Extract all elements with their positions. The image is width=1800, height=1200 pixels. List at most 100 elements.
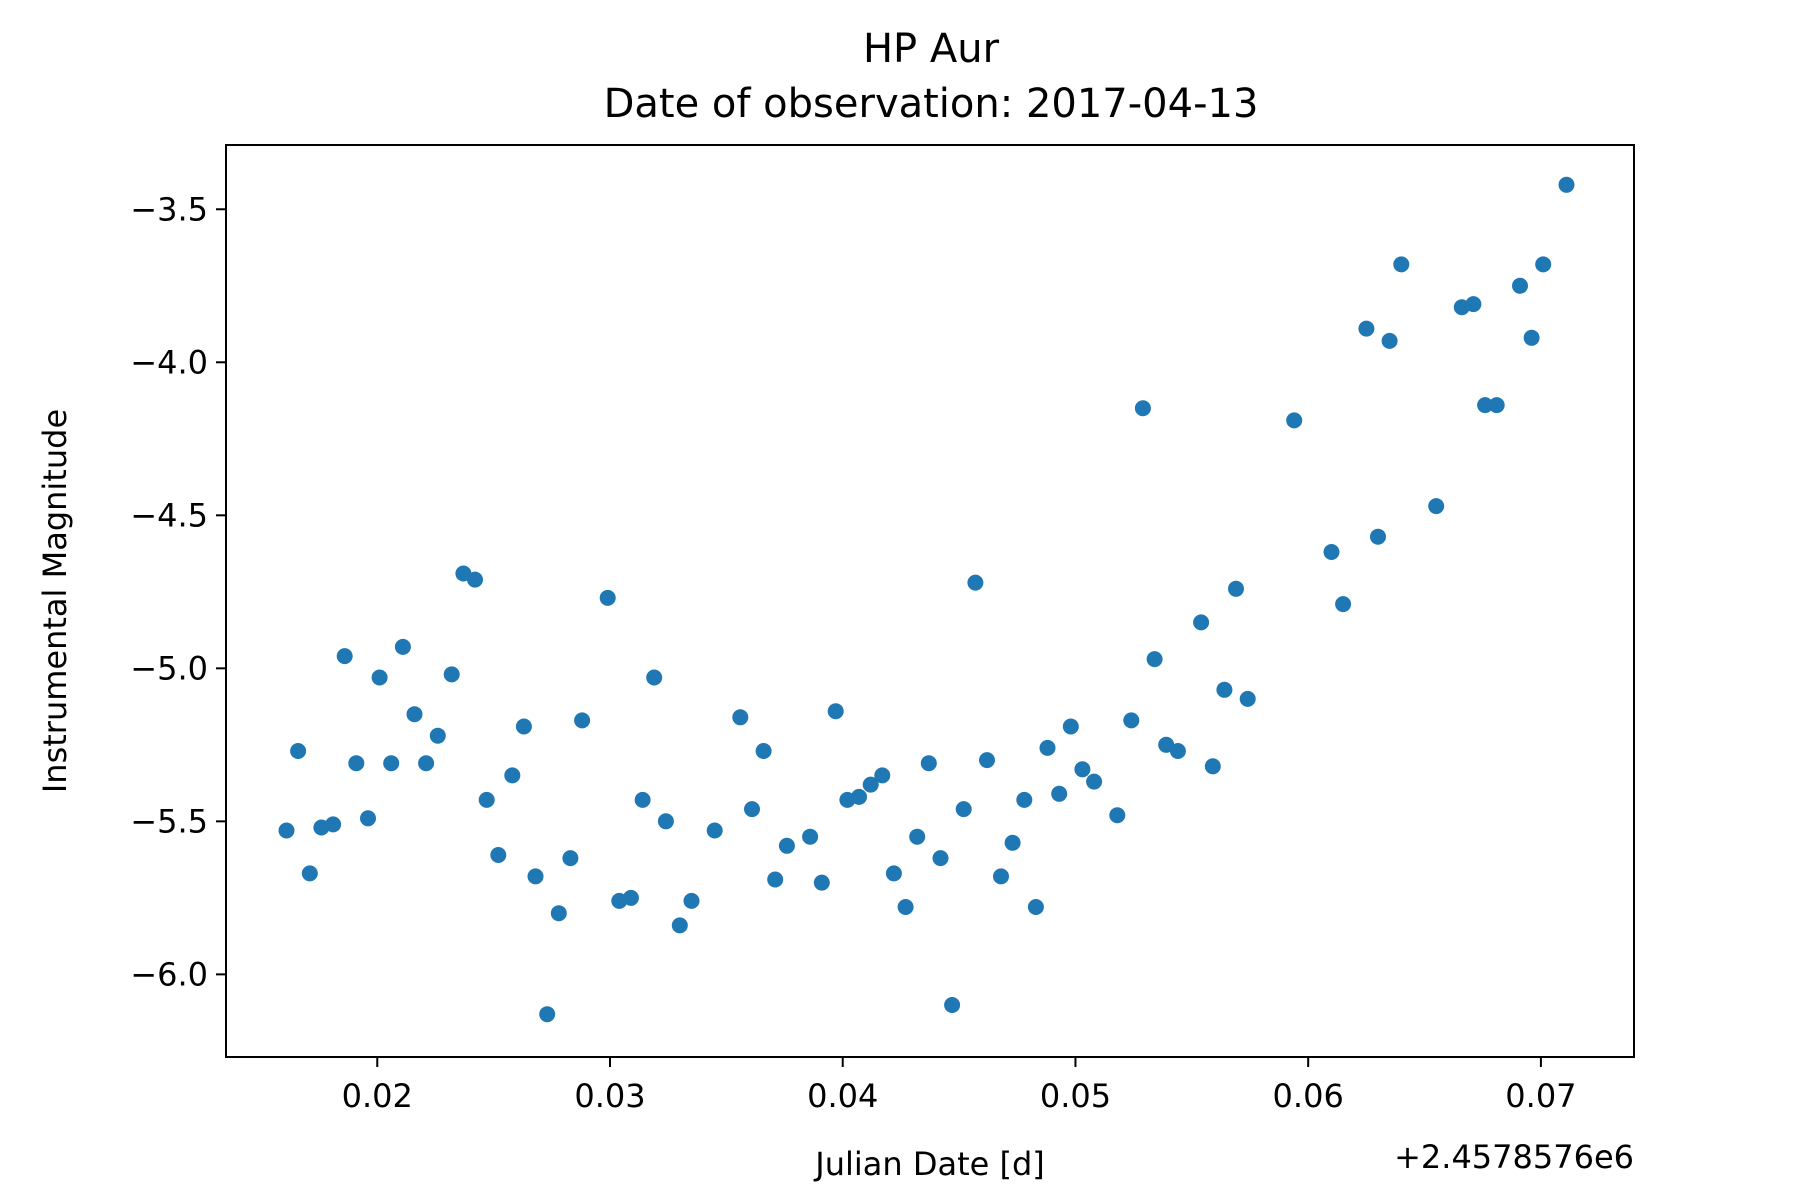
data-point [1134,400,1151,417]
y-axis-label: Instrumental Magnitude [36,409,74,793]
data-point [1004,834,1021,851]
data-point [634,791,651,808]
data-point [1358,320,1375,337]
data-point [383,755,400,772]
data-point [955,801,972,818]
data-point [767,871,784,888]
data-point [778,837,795,854]
data-point [732,709,749,726]
data-point [1204,758,1221,775]
data-point [920,755,937,772]
x-axis-label: Julian Date [d] [813,1145,1045,1183]
data-point [539,1006,556,1023]
data-point [1239,690,1256,707]
data-point [851,788,867,805]
data-point [885,865,902,882]
data-point [1169,743,1186,759]
data-point [1086,773,1103,790]
data-point [478,791,495,808]
x-axis-offset-label: +2.4578576e6 [1394,1138,1634,1176]
data-point [1109,807,1126,824]
data-point [429,727,446,744]
y-tick-label: −5.5 [130,802,208,840]
y-tick-label: −4.0 [130,343,208,381]
y-tick-label: −4.5 [130,496,208,534]
data-point [706,822,723,839]
data-point [336,648,353,665]
x-tick-label: 0.03 [574,1077,645,1115]
data-point [802,828,819,845]
data-point [550,905,567,922]
data-point [406,706,423,723]
data-point [1428,498,1445,515]
data-point [874,767,891,784]
data-point [1488,397,1505,414]
data-point [301,865,318,882]
data-point [827,703,844,720]
data-point [1512,277,1528,294]
data-points [278,176,1575,1023]
data-point [657,813,674,830]
data-point [504,767,521,784]
data-point [1146,651,1163,668]
data-point [562,850,579,867]
data-point [527,868,544,885]
data-point [418,755,435,772]
data-point [1228,580,1244,597]
data-point [755,743,772,759]
data-point [278,822,295,839]
data-point [1039,739,1056,756]
data-point [1216,681,1233,698]
chart-subtitle: Date of observation: 2017-04-13 [604,81,1259,127]
data-point [599,589,616,606]
data-point [1381,332,1398,349]
data-point [1193,614,1210,631]
x-tick-label: 0.05 [1040,1077,1111,1115]
data-point [1123,712,1140,729]
data-point [443,666,460,683]
chart-title: HP Aur [863,26,1000,72]
data-point [967,574,984,591]
data-point [897,899,914,915]
y-tick-label: −5.0 [130,649,208,687]
data-point [325,816,342,833]
x-axis-ticks: 0.02 0.03 0.04 0.05 0.06 0.07 [342,1057,1577,1115]
y-tick-label: −6.0 [130,955,208,993]
data-point [360,810,376,827]
data-point [683,892,700,909]
data-point [490,847,507,863]
data-point [394,638,411,655]
x-tick-label: 0.07 [1505,1077,1576,1115]
data-point [979,752,995,769]
data-point [1558,176,1575,193]
y-axis-ticks: −3.5 −4.0 −4.5 −5.0 −5.5 −6.0 [130,190,226,993]
data-point [371,669,388,686]
data-point [744,801,760,818]
data-point [1051,785,1068,802]
data-point [862,776,879,793]
data-point [944,997,961,1013]
data-point [909,828,926,845]
data-point [1286,412,1303,429]
data-point [1370,528,1386,545]
data-point [1074,761,1091,778]
data-point [1335,596,1352,613]
data-point [671,917,688,934]
data-point [1465,296,1482,313]
x-tick-label: 0.02 [342,1077,413,1115]
data-point [993,868,1009,885]
data-point [348,755,365,772]
data-point [646,669,663,686]
data-point [813,874,830,891]
plot-frame [225,144,1635,1058]
x-tick-label: 0.06 [1273,1077,1344,1115]
data-point [515,718,532,735]
data-point [1535,256,1552,273]
data-point [932,850,949,867]
y-tick-label: −3.5 [130,190,208,228]
data-point [1027,899,1044,915]
data-point [1062,718,1079,735]
data-point [1016,791,1033,808]
